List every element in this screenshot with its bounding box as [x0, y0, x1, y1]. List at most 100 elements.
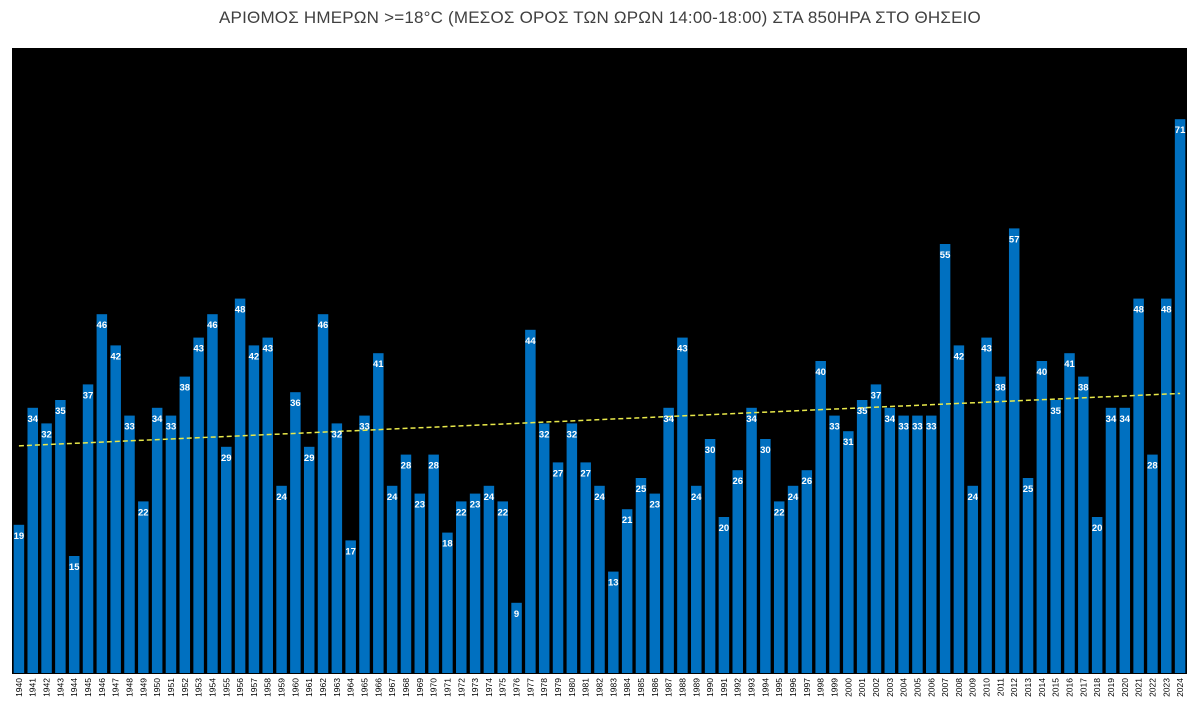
x-tick-1949: 1949 [138, 678, 148, 697]
data-label-1997: 26 [802, 476, 813, 487]
x-tick-2012: 2012 [1009, 678, 1019, 697]
data-label-1981: 27 [580, 468, 591, 479]
bar-2021 [1133, 298, 1144, 673]
data-label-1952: 38 [180, 383, 191, 394]
data-label-2004: 33 [898, 422, 909, 433]
x-tick-2017: 2017 [1078, 678, 1088, 697]
data-label-1955: 29 [221, 453, 232, 464]
x-tick-1980: 1980 [567, 678, 577, 697]
data-label-2006: 33 [926, 422, 937, 433]
data-label-1975: 22 [497, 507, 508, 518]
bar-2011 [995, 376, 1006, 673]
data-label-1941: 34 [27, 414, 38, 425]
x-tick-1978: 1978 [539, 678, 549, 697]
x-tick-1957: 1957 [249, 678, 259, 697]
x-tick-1995: 1995 [774, 678, 784, 697]
bar-1959 [276, 485, 287, 673]
bar-1977 [525, 329, 536, 673]
bar-1990 [704, 439, 716, 673]
x-tick-1958: 1958 [263, 678, 273, 697]
x-tick-2015: 2015 [1051, 678, 1061, 697]
bar-1992 [732, 470, 743, 673]
data-label-2014: 40 [1037, 367, 1048, 378]
data-label-1972: 22 [456, 507, 467, 518]
data-label-1947: 42 [110, 351, 121, 362]
bar-2009 [967, 485, 978, 673]
data-label-1970: 28 [428, 461, 439, 472]
x-tick-1986: 1986 [650, 678, 660, 697]
data-label-1994: 30 [760, 445, 771, 456]
data-label-1989: 24 [691, 492, 702, 503]
data-label-1956: 48 [235, 305, 246, 316]
data-label-2017: 38 [1078, 383, 1089, 394]
bar-1985 [635, 478, 647, 673]
bar-1962 [317, 314, 329, 673]
bar-1958 [262, 337, 273, 673]
data-label-1979: 27 [553, 468, 564, 479]
bar-1955 [221, 446, 232, 673]
x-tick-2024: 2024 [1175, 678, 1185, 697]
x-tick-1983: 1983 [608, 678, 618, 697]
x-tick-2013: 2013 [1023, 678, 1033, 697]
bar-1941 [27, 407, 38, 673]
data-label-1980: 32 [567, 429, 578, 440]
bar-1956 [234, 298, 246, 673]
bar-1963 [331, 423, 343, 673]
x-tick-2003: 2003 [885, 678, 895, 697]
x-tick-1973: 1973 [470, 678, 480, 697]
x-tick-2014: 2014 [1037, 678, 1047, 697]
data-label-2015: 35 [1050, 406, 1061, 417]
bar-1947 [110, 345, 121, 673]
bar-1997 [801, 470, 813, 673]
chart-title: ΑΡΙΘΜΟΣ ΗΜΕΡΩΝ >=18°C (ΜΕΣΟΣ ΟΡΟΣ ΤΩΝ ΩΡ… [219, 8, 981, 27]
data-label-1999: 33 [829, 422, 840, 433]
data-label-1977: 44 [525, 336, 536, 347]
data-label-2010: 43 [981, 344, 992, 355]
x-tick-1996: 1996 [788, 678, 798, 697]
bar-1973 [469, 493, 481, 673]
data-label-1940: 19 [14, 531, 25, 542]
bar-1970 [428, 454, 439, 673]
bar-1984 [621, 509, 633, 673]
bar-2022 [1147, 454, 1158, 673]
bar-1943 [55, 400, 66, 673]
x-tick-1956: 1956 [235, 678, 245, 697]
x-tick-1990: 1990 [705, 678, 715, 697]
x-tick-1998: 1998 [816, 678, 826, 697]
bar-1995 [773, 501, 785, 673]
data-label-1943: 35 [55, 406, 66, 417]
bar-2007 [939, 244, 951, 673]
bar-1991 [718, 517, 730, 673]
bar-2010 [981, 337, 992, 673]
data-label-1945: 37 [83, 390, 94, 401]
data-label-1974: 24 [484, 492, 495, 503]
bar-1975 [497, 501, 508, 673]
data-label-1963: 32 [332, 429, 343, 440]
x-tick-2010: 2010 [982, 678, 992, 697]
data-label-1991: 20 [719, 523, 730, 534]
bar-1969 [414, 493, 426, 673]
x-tick-1948: 1948 [125, 678, 135, 697]
x-tick-1942: 1942 [42, 678, 52, 697]
data-label-1964: 17 [345, 546, 356, 557]
data-label-1966: 41 [373, 359, 384, 370]
x-tick-1969: 1969 [415, 678, 425, 697]
bar-1983 [608, 571, 619, 673]
x-tick-1987: 1987 [664, 678, 674, 697]
x-tick-2001: 2001 [857, 678, 867, 697]
bar-2023 [1161, 298, 1172, 673]
x-tick-1950: 1950 [152, 678, 162, 697]
bar-2018 [1091, 517, 1103, 673]
bar-1987 [663, 407, 674, 673]
bar-1954 [207, 314, 218, 673]
x-tick-1966: 1966 [373, 678, 383, 697]
bar-1951 [165, 415, 177, 673]
bar-2012 [1008, 228, 1020, 673]
data-label-2021: 48 [1133, 305, 1144, 316]
x-tick-1965: 1965 [360, 678, 370, 697]
x-tick-2000: 2000 [843, 678, 853, 697]
data-label-1957: 42 [249, 351, 260, 362]
bar-1957 [248, 345, 260, 673]
data-label-2019: 34 [1106, 414, 1117, 425]
data-label-1959: 24 [276, 492, 287, 503]
